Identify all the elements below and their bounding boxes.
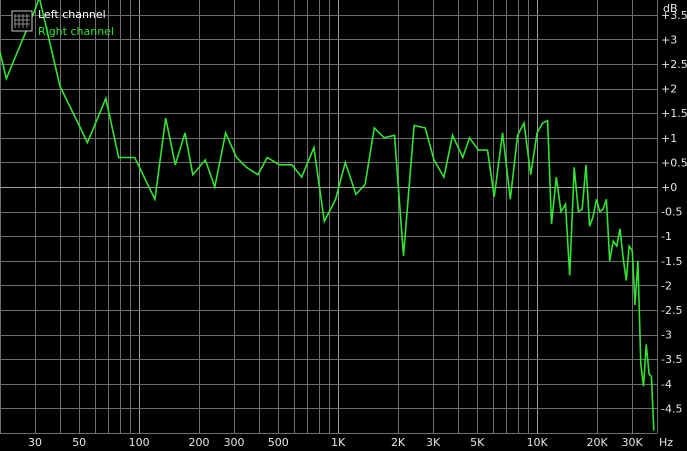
y-tick-label: +3.5 xyxy=(661,9,687,22)
x-tick-label: 1K xyxy=(331,436,346,449)
legend-left-channel[interactable]: Left channel xyxy=(38,8,106,21)
x-axis-unit: Hz xyxy=(659,436,673,449)
x-tick-label: 50 xyxy=(72,436,86,449)
y-tick-label: -3.5 xyxy=(661,353,682,366)
legend-grid-icon xyxy=(14,14,30,28)
y-tick-label: +2.5 xyxy=(661,58,687,71)
x-tick-label: 200 xyxy=(189,436,210,449)
y-tick-label: -2 xyxy=(661,279,672,292)
series-layer xyxy=(0,0,655,431)
y-tick-label: -4 xyxy=(661,378,672,391)
y-tick-label: -1.5 xyxy=(661,255,682,268)
y-axis: +3.5 +3 +2.5 +2 +1.5 +1 +0.5 +0 -0.5 -1 -1.5 -2 -2.5… xyxy=(661,9,687,416)
y-tick-label: +0.5 xyxy=(661,156,687,169)
x-tick-label: 20K xyxy=(586,436,608,449)
y-tick-label: +1 xyxy=(661,132,677,145)
y-tick-label: +3 xyxy=(661,33,677,46)
y-tick-label: +2 xyxy=(661,83,677,96)
x-tick-label: 100 xyxy=(129,436,150,449)
x-tick-label: 3K xyxy=(426,436,441,449)
x-tick-label: 10K xyxy=(527,436,549,449)
x-tick-label: 2K xyxy=(391,436,406,449)
x-tick-label: 5K xyxy=(470,436,485,449)
x-tick-label: 300 xyxy=(224,436,245,449)
x-axis: 30 50 100 200 300 500 1K 2K 3K 5K 10K 20K 30K xyxy=(28,436,643,449)
grid xyxy=(0,0,658,434)
legend: Left channel Right channel xyxy=(11,8,114,38)
y-tick-label: -1 xyxy=(661,230,672,243)
legend-right-channel[interactable]: Right channel xyxy=(38,25,114,38)
y-axis-unit: dB xyxy=(663,2,678,15)
x-tick-label: 30K xyxy=(622,436,644,449)
y-tick-label: -2.5 xyxy=(661,304,682,317)
y-tick-label: -0.5 xyxy=(661,206,682,219)
y-tick-label: +0 xyxy=(661,181,677,194)
x-tick-label: 500 xyxy=(268,436,289,449)
y-tick-label: +1.5 xyxy=(661,107,687,120)
y-tick-label: -3 xyxy=(661,329,672,342)
y-tick-label: -4.5 xyxy=(661,402,682,415)
x-tick-label: 30 xyxy=(28,436,42,449)
series-line-right-channel xyxy=(0,0,655,431)
